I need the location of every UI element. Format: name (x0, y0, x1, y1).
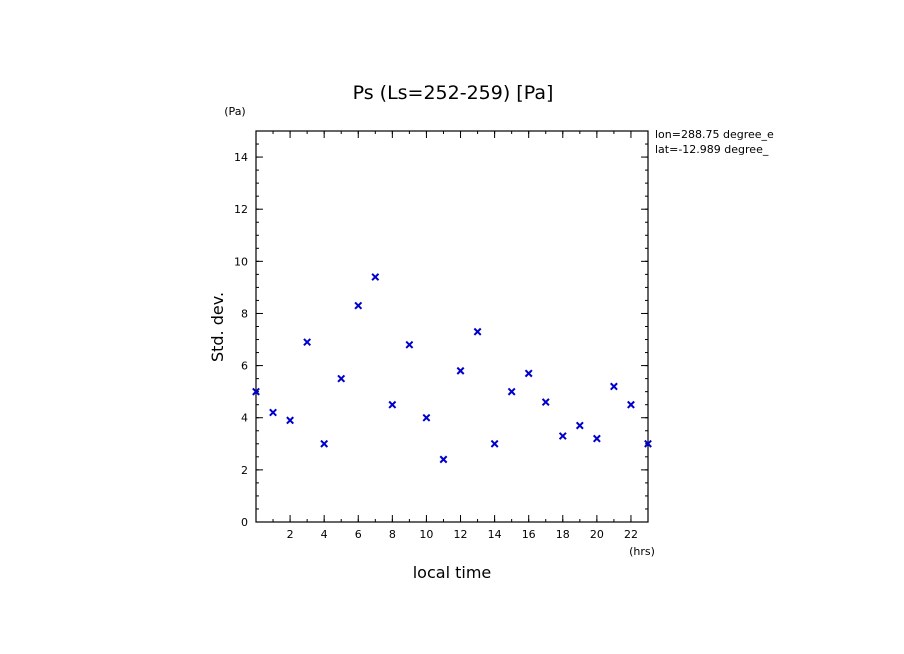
axis-ticks: 2 4 6 8 10 12 14 16 18 20 22 0 2 4 6 8 10 12 14 (234, 130, 649, 541)
x-axis-label: local time (413, 563, 492, 582)
y-tick-label: 10 (234, 255, 248, 268)
data-point-stroke (252, 387, 260, 396)
x-tick-label: 4 (321, 528, 328, 541)
x-tick-label: 10 (419, 528, 433, 541)
data-point (320, 439, 329, 448)
data-point (541, 398, 550, 407)
data-point (422, 413, 431, 422)
data-point-stroke (575, 421, 584, 430)
y-tick-label: 0 (241, 516, 248, 529)
data-point (575, 421, 584, 430)
y-tick-label: 2 (241, 464, 248, 477)
data-point (507, 387, 516, 396)
data-point-stroke (405, 340, 414, 349)
data-point (286, 416, 294, 425)
data-point-stroke (473, 327, 482, 336)
data-point-stroke (422, 413, 431, 422)
data-point (388, 400, 397, 409)
x-tick-label: 8 (389, 528, 396, 541)
data-point (592, 434, 601, 443)
data-point (524, 369, 533, 378)
data-point-stroke (439, 455, 448, 464)
x-tick-label: 12 (454, 528, 468, 541)
data-point-stroke (354, 301, 363, 310)
data-point (269, 408, 277, 417)
y-unit-label: (Pa) (224, 105, 245, 118)
y-tick-label: 4 (241, 412, 248, 425)
data-point-stroke (303, 338, 312, 347)
x-tick-label: 14 (488, 528, 502, 541)
y-tick-label: 8 (241, 307, 248, 320)
data-point (354, 301, 363, 310)
data-point-stroke (507, 387, 516, 396)
x-tick-label: 16 (522, 528, 536, 541)
y-tick-label: 12 (234, 203, 248, 216)
data-point-stroke (286, 416, 294, 425)
data-point-stroke (371, 273, 380, 281)
data-point (644, 439, 652, 448)
data-point-stroke (627, 400, 635, 409)
data-point-stroke (490, 439, 499, 448)
data-point-stroke (320, 439, 329, 448)
data-point (252, 387, 260, 396)
y-tick-label: 6 (241, 360, 248, 373)
data-point-stroke (456, 366, 465, 375)
annotation-lon: lon=288.75 degree_e (655, 128, 774, 141)
x-tick-label: 6 (355, 528, 362, 541)
chart-title: Ps (Ls=252-259) [Pa] (353, 82, 554, 104)
data-point (405, 340, 414, 349)
data-point (610, 382, 618, 391)
y-tick-label: 14 (234, 151, 248, 164)
data-point-stroke (337, 374, 346, 383)
data-point (303, 338, 312, 347)
data-point-stroke (610, 382, 618, 391)
annotation-lat: lat=-12.989 degree_ (655, 143, 769, 156)
x-tick-label: 20 (590, 528, 604, 541)
data-points (252, 273, 652, 464)
data-point-stroke (269, 408, 277, 417)
x-unit-label: (hrs) (629, 545, 655, 558)
data-point (490, 439, 499, 448)
data-point (371, 273, 380, 281)
data-point (456, 366, 465, 375)
y-axis-label: Std. dev. (208, 292, 227, 362)
data-point-stroke (644, 439, 652, 448)
data-point-stroke (558, 432, 567, 440)
plot-frame (255, 130, 649, 523)
data-point (627, 400, 635, 409)
x-tick-label: 2 (287, 528, 294, 541)
data-point-stroke (541, 398, 550, 407)
data-point-stroke (592, 434, 601, 443)
data-point (439, 455, 448, 464)
data-point-stroke (388, 400, 397, 409)
data-point (558, 432, 567, 440)
data-point (473, 327, 482, 336)
data-point-stroke (524, 369, 533, 378)
data-point (337, 374, 346, 383)
x-tick-label: 22 (624, 528, 638, 541)
x-tick-label: 18 (556, 528, 570, 541)
